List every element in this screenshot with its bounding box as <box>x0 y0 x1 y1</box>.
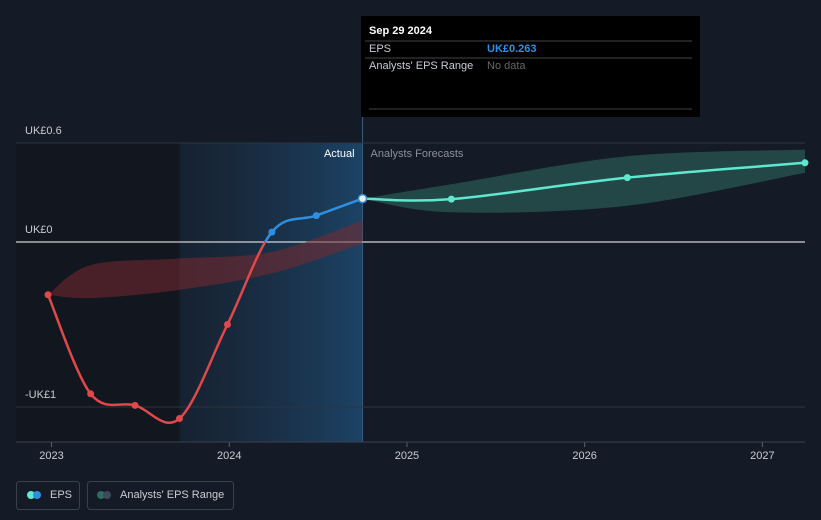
eps-point <box>223 321 231 328</box>
x-tick-label: 2025 <box>395 450 419 462</box>
y-tick-label: UK£0.6 <box>25 125 62 137</box>
legend-label: EPS <box>50 489 72 501</box>
x-tick-label: 2027 <box>750 450 774 462</box>
tooltip-label: EPS <box>369 43 391 55</box>
eps-point <box>131 401 139 409</box>
forecast-point <box>623 174 631 182</box>
eps-point <box>44 291 52 299</box>
forecast-line <box>362 161 806 202</box>
eps-point <box>175 415 183 423</box>
forecast-label: Analysts Forecasts <box>371 148 464 160</box>
legend-button[interactable] <box>87 481 234 510</box>
x-tick-label: 2023 <box>39 450 63 462</box>
eps-point <box>268 228 276 236</box>
tooltip <box>361 16 700 117</box>
eps-point <box>312 212 320 220</box>
forecast-point <box>447 195 455 203</box>
x-tick-label: 2026 <box>572 450 596 462</box>
legend-label: Analysts' EPS Range <box>120 489 224 501</box>
eps-point <box>357 193 368 204</box>
legend-swatch <box>103 491 111 499</box>
tooltip-value: UK£0.263 <box>487 43 537 55</box>
legend-swatch <box>27 491 35 499</box>
actual-label: Actual <box>324 148 355 160</box>
legend: EPS Analysts' EPS Range <box>16 481 234 510</box>
legend-button[interactable] <box>16 481 80 510</box>
range-area <box>47 220 363 299</box>
actual-region <box>179 143 363 442</box>
eps-point <box>87 390 95 398</box>
tooltip-label: Analysts' EPS Range <box>369 60 473 72</box>
legend-swatch <box>33 491 41 499</box>
tooltip-date: Sep 29 2024 <box>369 25 433 37</box>
y-tick-label: -UK£1 <box>25 389 56 401</box>
y-tick-label: UK£0 <box>25 224 53 236</box>
legend-swatch <box>97 491 105 499</box>
tooltip-value: No data <box>487 60 526 72</box>
forecast-point <box>801 159 809 167</box>
x-tick-label: 2024 <box>217 450 241 462</box>
